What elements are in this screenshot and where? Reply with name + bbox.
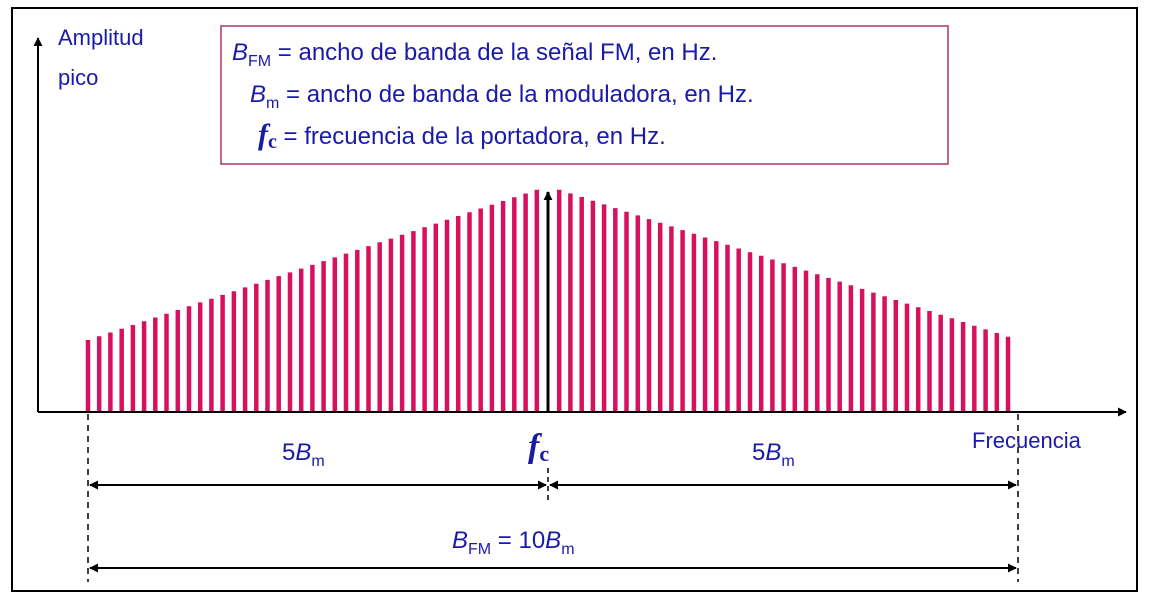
spectrum-lines xyxy=(85,189,1011,412)
legend-fc-definition: fc = frecuencia de la portadora, en Hz. xyxy=(258,118,666,153)
legend-bfm-definition: BFM = ancho de banda de la señal FM, en … xyxy=(232,39,717,70)
legend-bm-definition: Bm = ancho de banda de la moduladora, en… xyxy=(250,81,754,112)
total-bandwidth-label: BFM = 10Bm xyxy=(452,527,575,558)
right-span-label: 5Bm xyxy=(752,439,795,470)
y-axis-label-line2: pico xyxy=(58,65,98,90)
carrier-fc-label: fc xyxy=(528,428,549,466)
legend-box xyxy=(220,25,949,165)
y-axis-label-line1: Amplitud xyxy=(58,25,144,50)
x-axis-label: Frecuencia xyxy=(972,428,1082,453)
left-span-label: 5Bm xyxy=(282,439,325,470)
